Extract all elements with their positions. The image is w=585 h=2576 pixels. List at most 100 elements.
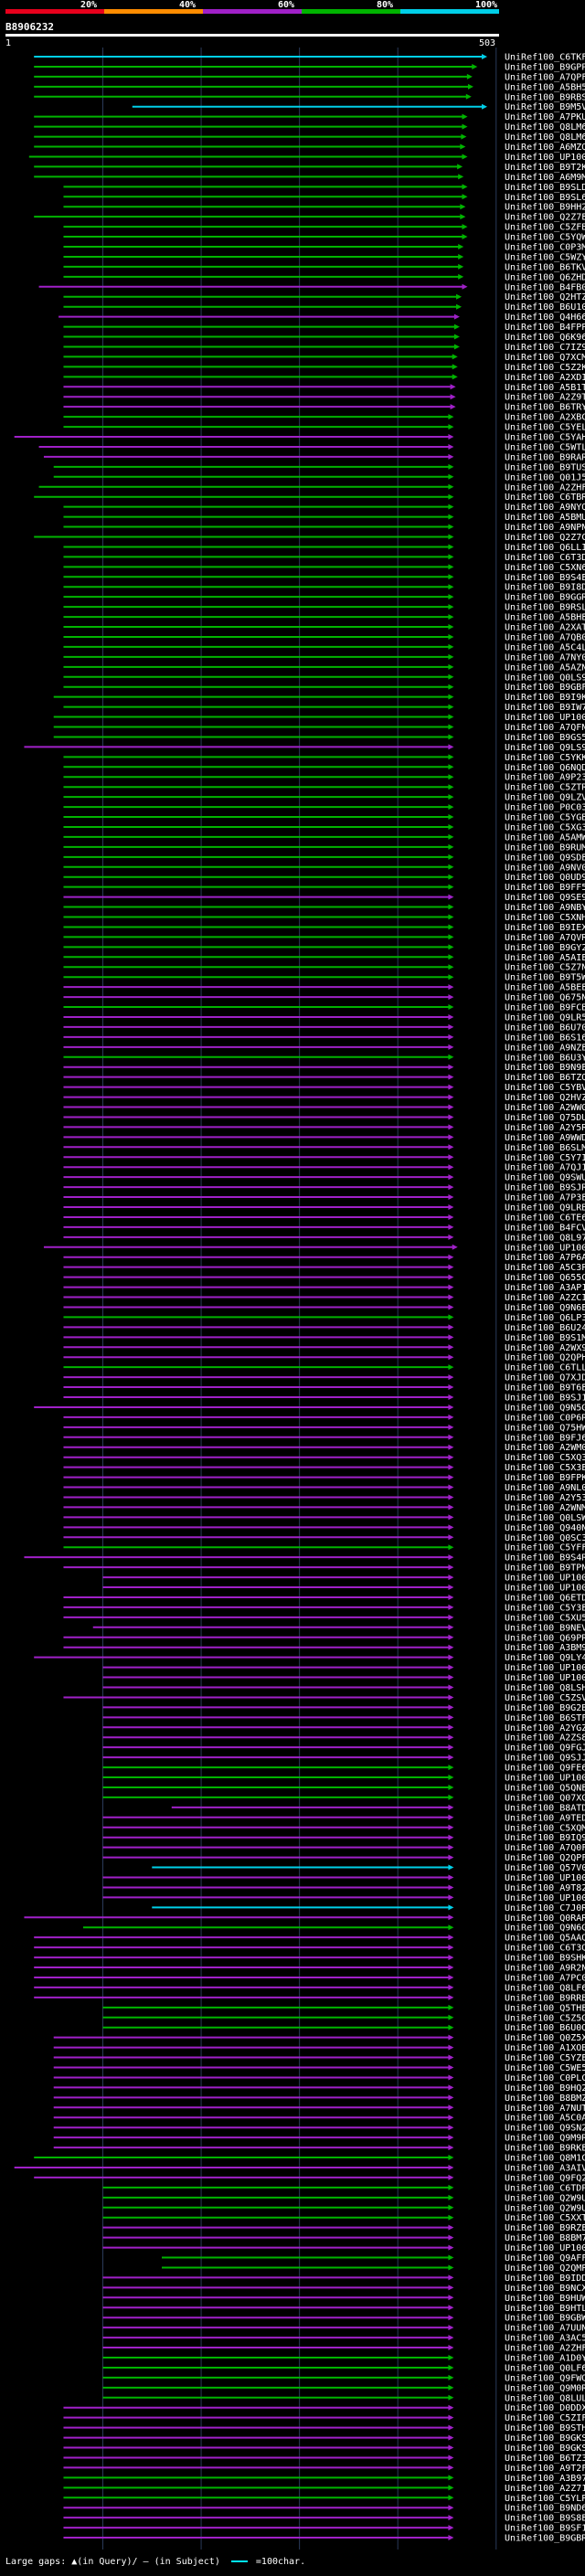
hit-label[interactable]: UniRef100_B6S161 (505, 1033, 585, 1043)
hit-label[interactable]: UniRef100_Q5QNE0 (505, 1783, 585, 1793)
hit-label[interactable]: UniRef100_Q9SDE8 (505, 853, 585, 863)
hit-label[interactable]: UniRef100_A3BM93 (505, 1643, 585, 1653)
hit-label[interactable]: UniRef100_Q0LF64 (505, 2363, 585, 2373)
hit-label[interactable]: UniRef100_Q5AAQ1 (505, 1934, 585, 1944)
hit-label[interactable]: UniRef100_B8BM77 (505, 2233, 585, 2243)
hit-label[interactable]: UniRef100_A7NY09 (505, 652, 585, 663)
hit-label[interactable]: UniRef100_B9S1M4 (505, 1333, 585, 1343)
hit-label[interactable]: UniRef100_C5WZY4 (505, 252, 585, 262)
hit-label[interactable]: UniRef100_Q2HVZ1 (505, 1093, 585, 1103)
hit-label[interactable]: UniRef100_UP1000... (505, 2243, 585, 2253)
hit-label[interactable]: UniRef100_Q0RAR4 (505, 1913, 585, 1924)
hit-label[interactable]: UniRef100_B9RAR4 (505, 452, 585, 462)
hit-label[interactable]: UniRef100_UP1000... (505, 153, 585, 163)
hit-label[interactable]: UniRef100_B6U3Y2 (505, 1053, 585, 1063)
hit-label[interactable]: UniRef100_A2Z716 (505, 2484, 585, 2494)
hit-label[interactable]: UniRef100_Q6K966 (505, 333, 585, 343)
hit-label[interactable]: UniRef100_B9I9K2 (505, 693, 585, 703)
hit-label[interactable]: UniRef100_Q9FGJ6 (505, 1744, 585, 1754)
hit-label[interactable]: UniRef100_B6SLM8 (505, 1143, 585, 1153)
hit-label[interactable]: UniRef100_A9T2F1 (505, 2464, 585, 2474)
hit-label[interactable]: UniRef100_A5AZN8 (505, 663, 585, 673)
hit-label[interactable]: UniRef100_C0PLC8 (505, 2073, 585, 2083)
hit-label[interactable]: UniRef100_A6MZQ0 (505, 143, 585, 153)
hit-label[interactable]: UniRef100_Q0Z5X8 (505, 2033, 585, 2043)
hit-label[interactable]: UniRef100_B9S4R1 (505, 1553, 585, 1564)
hit-label[interactable]: UniRef100_A6M9M9 (505, 173, 585, 183)
hit-label[interactable]: UniRef100_C6TBR0 (505, 493, 585, 503)
hit-label[interactable]: UniRef100_A9P239 (505, 773, 585, 783)
hit-label[interactable]: UniRef100_B9GBW8 (505, 2314, 585, 2324)
hit-label[interactable]: UniRef100_B9S8E7 (505, 2514, 585, 2524)
hit-label[interactable]: UniRef100_A2ZS80 (505, 1733, 585, 1744)
hit-label[interactable]: UniRef100_Q9M9R6 (505, 2134, 585, 2144)
hit-label[interactable]: UniRef100_Q8M1C6 (505, 2154, 585, 2164)
hit-label[interactable]: UniRef100_Q9N6G0 (505, 1924, 585, 1934)
hit-label[interactable]: UniRef100_A7QFN6 (505, 723, 585, 733)
hit-label[interactable]: UniRef100_Q8LF65 (505, 1983, 585, 1993)
hit-label[interactable]: UniRef100_B9TUS4 (505, 462, 585, 472)
hit-label[interactable]: UniRef100_P0C034 (505, 803, 585, 813)
hit-label[interactable]: UniRef100_C6TLL4 (505, 1363, 585, 1373)
hit-label[interactable]: UniRef100_A2WM07 (505, 1443, 585, 1453)
hit-label[interactable]: UniRef100_A9NV09 (505, 863, 585, 873)
hit-label[interactable]: UniRef100_A7PKU8 (505, 112, 585, 122)
hit-label[interactable]: UniRef100_B9S4E7 (505, 573, 585, 583)
hit-label[interactable]: UniRef100_C6TE62 (505, 1213, 585, 1223)
hit-label[interactable]: UniRef100_B9IW70 (505, 703, 585, 713)
hit-label[interactable]: UniRef100_A7P6A3 (505, 1253, 585, 1263)
hit-label[interactable]: UniRef100_A1D0Y1 (505, 2353, 585, 2363)
hit-label[interactable]: UniRef100_B9RZE9 (505, 2223, 585, 2233)
hit-label[interactable]: UniRef100_Q4H669 (505, 313, 585, 323)
hit-label[interactable]: UniRef100_C5Y3E9 (505, 1603, 585, 1613)
hit-label[interactable]: UniRef100_Q2Z7E5 (505, 213, 585, 223)
hit-label[interactable]: UniRef100_A9NBY6 (505, 903, 585, 913)
hit-label[interactable]: UniRef100_C0P3M3 (505, 243, 585, 253)
hit-label[interactable]: UniRef100_Q9N5G0 (505, 1403, 585, 1413)
hit-label[interactable]: UniRef100_B9FF54 (505, 883, 585, 893)
hit-label[interactable]: UniRef100_Q0LS98 (505, 673, 585, 683)
hit-label[interactable]: UniRef100_B4FPP9 (505, 323, 585, 333)
hit-label[interactable]: UniRef100_C5XNH8 (505, 913, 585, 923)
hit-label[interactable]: UniRef100_A2ZCI6 (505, 1293, 585, 1303)
hit-label[interactable]: UniRef100_C0P6R2 (505, 1413, 585, 1423)
hit-label[interactable]: UniRef100_C5Z2K0 (505, 363, 585, 373)
hit-label[interactable]: UniRef100_B9RRB8 (505, 1993, 585, 2003)
hit-label[interactable]: UniRef100_Q675N3 (505, 993, 585, 1003)
hit-label[interactable]: UniRef100_A2XAT5 (505, 623, 585, 633)
hit-label[interactable]: UniRef100_Q9FWQ7 (505, 2373, 585, 2383)
hit-label[interactable]: UniRef100_Q8L975 (505, 1233, 585, 1243)
hit-label[interactable]: UniRef100_C5YZE4 (505, 2053, 585, 2063)
hit-label[interactable]: UniRef100_A9R2N7 (505, 1964, 585, 1974)
hit-label[interactable]: UniRef100_B9STH4 (505, 2423, 585, 2433)
hit-label[interactable]: UniRef100_B6STF6 (505, 1713, 585, 1723)
hit-label[interactable]: UniRef100_B9T2K4 (505, 163, 585, 173)
hit-label[interactable]: UniRef100_A2WWG6 (505, 1103, 585, 1113)
hit-label[interactable]: UniRef100_C5YAH2 (505, 433, 585, 443)
hit-label[interactable]: UniRef100_B9GKS8 (505, 2443, 585, 2454)
hit-label[interactable]: UniRef100_B9FJ69 (505, 1433, 585, 1443)
hit-label[interactable]: UniRef100_Q2QPH8 (505, 1353, 585, 1363)
hit-label[interactable]: UniRef100_A2XDI4 (505, 373, 585, 383)
hit-label[interactable]: UniRef100_UP1000... (505, 1243, 585, 1253)
hit-label[interactable]: UniRef100_A2WNM5 (505, 1503, 585, 1513)
hit-label[interactable]: UniRef100_Q9SE96 (505, 893, 585, 903)
hit-label[interactable]: UniRef100_B6U701 (505, 1023, 585, 1033)
hit-label[interactable]: UniRef100_Q57V01 (505, 1863, 585, 1873)
hit-label[interactable]: UniRef100_B9RBS1 (505, 92, 585, 102)
hit-label[interactable]: UniRef100_Q8LM69 (505, 122, 585, 133)
hit-label[interactable]: UniRef100_Q6LLI6 (505, 543, 585, 553)
hit-label[interactable]: UniRef100_B6TKV4 (505, 262, 585, 272)
hit-label[interactable]: UniRef100_UP1000... (505, 1584, 585, 1594)
hit-label[interactable]: UniRef100_A3AP13 (505, 1283, 585, 1293)
hit-label[interactable]: UniRef100_Q2QMP7 (505, 2263, 585, 2274)
hit-label[interactable]: UniRef100_Q9SWU1 (505, 1173, 585, 1183)
hit-label[interactable]: UniRef100_B9T5W0 (505, 973, 585, 983)
hit-label[interactable]: UniRef100_A7P3E8 (505, 1193, 585, 1203)
hit-label[interactable]: UniRef100_C5Z7N1 (505, 963, 585, 973)
hit-label[interactable]: UniRef100_B9FCB7 (505, 1003, 585, 1013)
hit-label[interactable]: UniRef100_Q07XG3 (505, 1793, 585, 1803)
hit-label[interactable]: UniRef100_A2ZHF8 (505, 482, 585, 493)
hit-label[interactable]: UniRef100_Q6LP38 (505, 1313, 585, 1323)
hit-label[interactable]: UniRef100_C5YQW2 (505, 233, 585, 243)
